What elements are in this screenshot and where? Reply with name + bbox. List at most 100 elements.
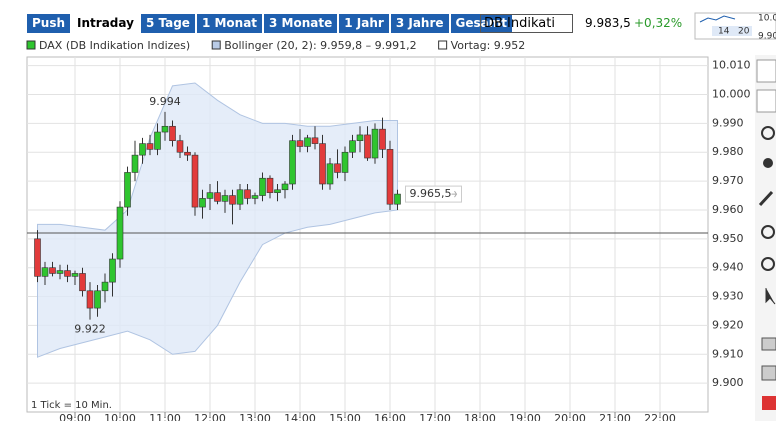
legend-label: Bollinger (20, 2): 9.959,8 – 9.991,2 <box>224 39 416 52</box>
last-price: 9.965,5 <box>410 187 452 200</box>
y-tick-label: 9.990 <box>712 116 744 129</box>
candle-body <box>94 290 101 309</box>
legend-swatch <box>26 40 36 50</box>
candle-body <box>101 281 109 292</box>
x-tick-label: 21:00 <box>599 412 631 421</box>
candle-body <box>364 134 371 159</box>
arrow <box>451 190 458 198</box>
x-tick-label: 16:00 <box>374 412 406 421</box>
save[interactable] <box>761 365 776 381</box>
y-tick-label: 9.950 <box>712 232 744 245</box>
thumbnail-label: 9.90 <box>758 32 776 42</box>
candle-body <box>146 143 154 150</box>
y-tick-label: 9.960 <box>712 203 744 216</box>
candle-body <box>266 177 274 193</box>
tool-button[interactable] <box>756 59 776 83</box>
range-button[interactable]: 5 Tage <box>140 14 195 33</box>
last-price-box <box>405 185 462 203</box>
candle-body <box>274 189 281 193</box>
candle-body <box>296 140 304 147</box>
legend-label: Vortag: 9.952 <box>451 39 526 52</box>
pointer[interactable] <box>765 288 776 305</box>
y-tick-label: 9.970 <box>712 174 744 187</box>
tool-button[interactable] <box>756 89 776 113</box>
y-tick-label: 9.910 <box>712 347 744 360</box>
candle-body <box>259 177 266 196</box>
candle-body <box>386 149 394 205</box>
candle-body <box>289 140 296 185</box>
range-button[interactable]: 1 Monat <box>196 14 263 33</box>
range-button[interactable]: 1 Jahr <box>339 14 389 33</box>
y-tick-label: 9.900 <box>712 376 744 389</box>
range-button[interactable]: 3 Monate <box>264 14 338 33</box>
extreme-label: 9.994 <box>149 95 181 108</box>
legend-label: DAX (DB Indikation Indizes) <box>39 39 190 52</box>
change: +0,32% <box>634 16 683 30</box>
x-tick-label: 15:00 <box>329 412 361 421</box>
candle-body <box>169 125 176 141</box>
x-tick-label: 19:00 <box>509 412 541 421</box>
candle-body <box>244 189 251 199</box>
side-toolbar <box>755 55 776 421</box>
range-button[interactable]: 3 Jahre <box>390 14 449 33</box>
tool-button[interactable] <box>763 158 773 168</box>
candle-body <box>154 131 161 150</box>
candle-body <box>191 154 199 208</box>
candle-body <box>341 151 349 173</box>
range-button[interactable]: Intraday <box>72 14 139 33</box>
legend-swatch <box>211 40 221 50</box>
tool-button[interactable] <box>758 190 774 207</box>
y-tick-label: 10.010 <box>712 59 751 72</box>
extreme-label: 9.922 <box>74 323 106 336</box>
x-tick-label: 13:00 <box>239 412 271 421</box>
thumbnail-range <box>712 26 752 36</box>
thumbnail-line <box>699 15 736 23</box>
candle-body <box>34 238 41 277</box>
candle-body <box>124 172 131 208</box>
y-tick-label: 9.930 <box>712 290 744 303</box>
candle-body <box>161 125 169 133</box>
range-button[interactable]: Push <box>27 14 71 33</box>
candle-body <box>229 195 236 205</box>
candle-body <box>79 273 86 292</box>
print[interactable] <box>761 337 776 351</box>
candle-body <box>176 140 184 153</box>
tick-note: 1 Tick = 10 Min. <box>31 400 112 411</box>
x-tick-label: 20:00 <box>554 412 586 421</box>
thumbnail-label: 20 <box>738 27 750 37</box>
candle-body <box>236 189 244 205</box>
x-tick-label: 14:00 <box>284 412 316 421</box>
y-tick-label: 9.920 <box>712 318 744 331</box>
candle-body <box>86 290 94 309</box>
zoom-out[interactable] <box>761 257 775 271</box>
x-tick-label: 12:00 <box>194 412 226 421</box>
candle-body <box>304 137 311 147</box>
y-tick-label: 9.980 <box>712 145 744 158</box>
candle-body <box>319 143 326 185</box>
candle-body <box>199 198 206 208</box>
candle-body <box>394 193 401 205</box>
candle-body <box>221 195 229 202</box>
zoom-in[interactable] <box>761 225 775 239</box>
range-button[interactable]: Gesamt <box>450 14 512 33</box>
dropdown[interactable]: DB Indikati <box>480 14 573 33</box>
candle-body <box>206 192 214 199</box>
candle-body <box>49 267 56 274</box>
price: 9.983,5 <box>585 16 631 30</box>
candle-body <box>334 163 341 173</box>
candle-body <box>349 140 356 153</box>
candle-body <box>379 128 386 150</box>
delete[interactable] <box>762 396 776 410</box>
x-tick-label: 17:00 <box>419 412 451 421</box>
candle-body <box>131 154 139 173</box>
x-tick-label: 22:00 <box>644 412 676 421</box>
candle-body <box>326 163 334 185</box>
tool-button[interactable] <box>761 126 775 140</box>
candle-body <box>109 258 116 283</box>
candle-body <box>56 270 64 274</box>
y-tick-label: 9.940 <box>712 261 744 274</box>
candle-body <box>251 195 259 199</box>
candle-body <box>371 128 379 159</box>
candle-body <box>356 134 364 141</box>
